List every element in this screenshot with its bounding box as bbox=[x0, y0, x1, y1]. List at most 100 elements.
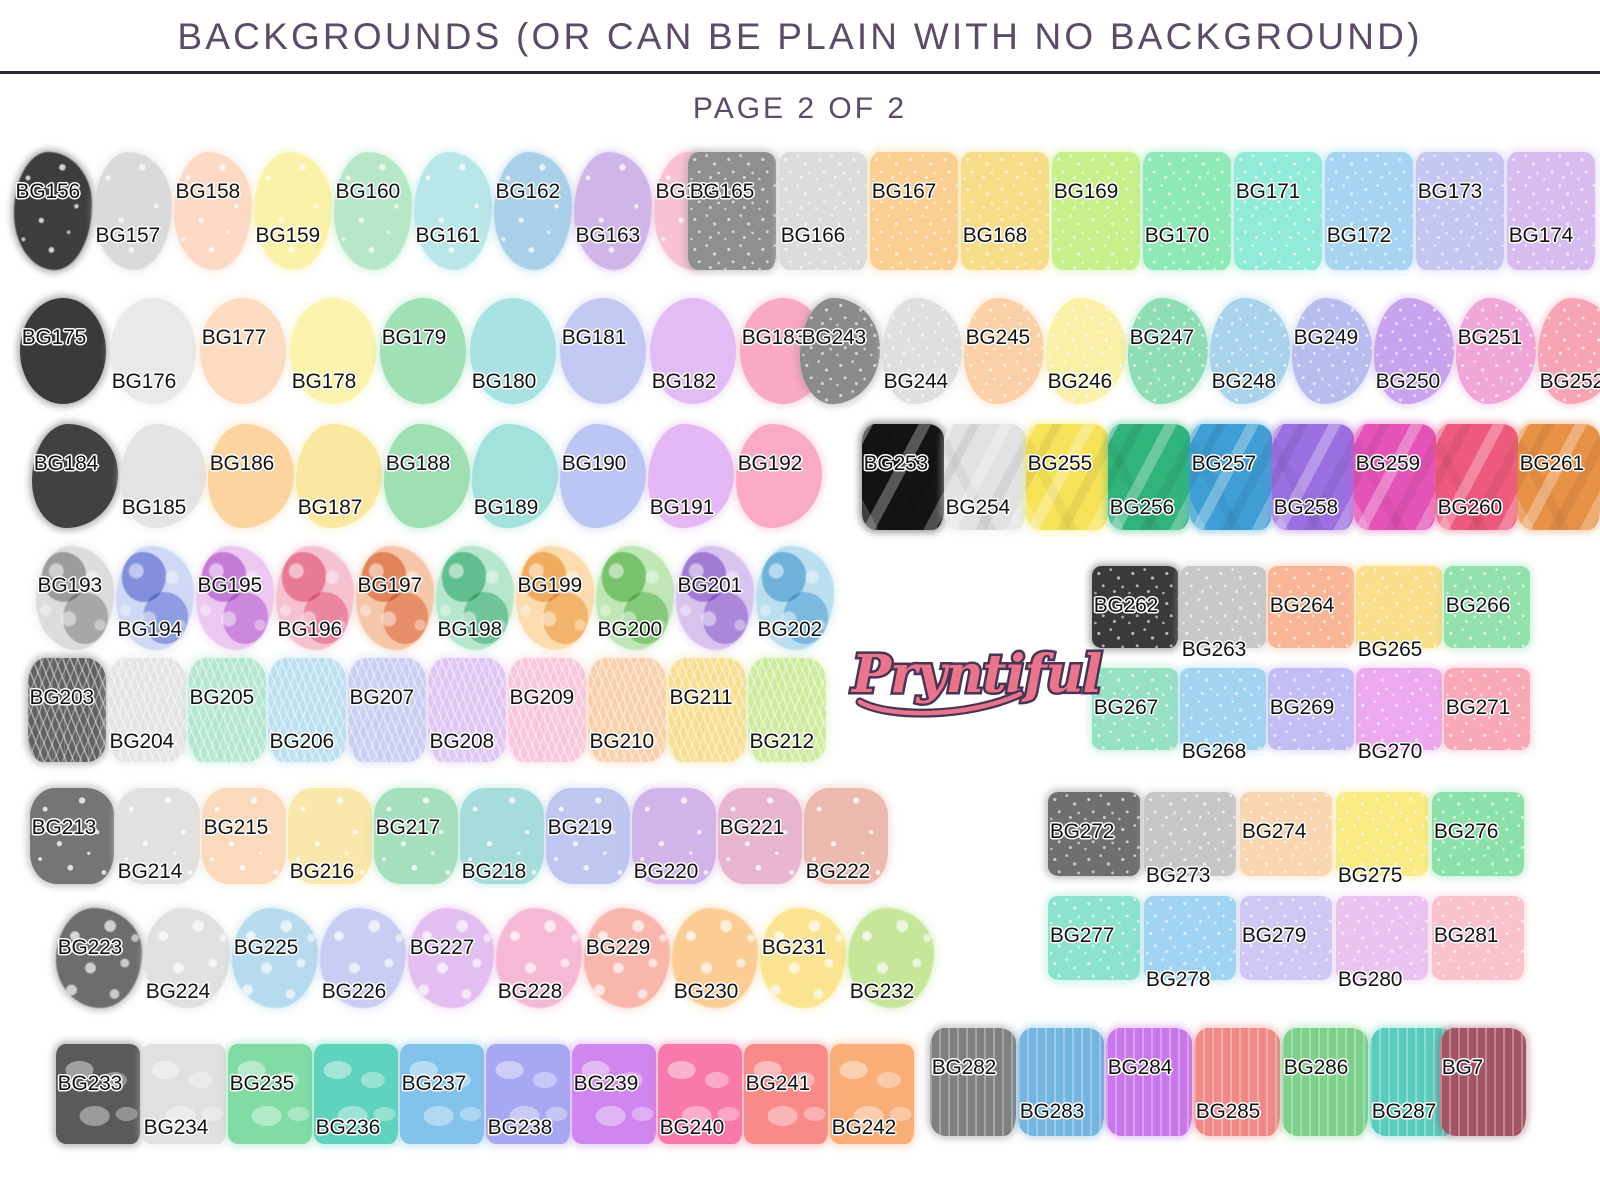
swatch-bg267[interactable]: BG267 bbox=[1092, 668, 1178, 750]
swatch-bg175[interactable]: BG175 bbox=[20, 298, 106, 404]
swatch-bg251[interactable]: BG251 bbox=[1456, 298, 1536, 404]
swatch-bg184[interactable]: BG184 bbox=[32, 424, 118, 528]
swatch-bg279[interactable]: BG279 bbox=[1240, 896, 1332, 980]
swatch-bg264[interactable]: BG264 bbox=[1268, 566, 1354, 648]
swatch-bg253[interactable]: BG253 bbox=[862, 424, 944, 530]
swatch-bg268[interactable]: BG268 bbox=[1180, 668, 1266, 763]
swatch-bg266[interactable]: BG266 bbox=[1444, 566, 1530, 648]
swatch-bg255[interactable]: BG255 bbox=[1026, 424, 1108, 530]
swatch-bg271[interactable]: BG271 bbox=[1444, 668, 1530, 750]
swatch-bg199[interactable]: BG199 bbox=[516, 546, 594, 650]
swatch-bg162[interactable]: BG162 bbox=[494, 152, 572, 270]
swatch-bg244[interactable]: BG244 bbox=[882, 298, 962, 404]
swatch-bg194[interactable]: BG194 bbox=[116, 546, 194, 650]
swatch-bg243[interactable]: BG243 bbox=[800, 298, 880, 404]
swatch-bg248[interactable]: BG248 bbox=[1210, 298, 1290, 404]
swatch-bg208[interactable]: BG208 bbox=[428, 658, 506, 762]
swatch-bg202[interactable]: BG202 bbox=[756, 546, 834, 650]
swatch-bg160[interactable]: BG160 bbox=[334, 152, 412, 270]
swatch-bg285[interactable]: BG285 bbox=[1194, 1028, 1280, 1136]
swatch-bg280[interactable]: BG280 bbox=[1336, 896, 1428, 991]
swatch-bg201[interactable]: BG201 bbox=[676, 546, 754, 650]
swatch-bg231[interactable]: BG231 bbox=[760, 908, 846, 1008]
swatch-bg276[interactable]: BG276 bbox=[1432, 792, 1524, 876]
swatch-bg211[interactable]: BG211 bbox=[668, 658, 746, 762]
swatch-bg225[interactable]: BG225 bbox=[232, 908, 318, 1008]
swatch-bg282[interactable]: BG282 bbox=[930, 1028, 1016, 1136]
swatch-bg176[interactable]: BG176 bbox=[110, 298, 196, 404]
swatch-bg193[interactable]: BG193 bbox=[36, 546, 114, 650]
swatch-bg159[interactable]: BG159 bbox=[254, 152, 332, 270]
swatch-bg226[interactable]: BG226 bbox=[320, 908, 406, 1008]
swatch-bg192[interactable]: BG192 bbox=[736, 424, 822, 528]
swatch-bg222[interactable]: BG222 bbox=[804, 788, 888, 884]
swatch-bg219[interactable]: BG219 bbox=[546, 788, 630, 884]
swatch-bg210[interactable]: BG210 bbox=[588, 658, 666, 762]
swatch-bg238[interactable]: BG238 bbox=[486, 1044, 570, 1144]
swatch-bg247[interactable]: BG247 bbox=[1128, 298, 1208, 404]
swatch-bg168[interactable]: BG168 bbox=[961, 152, 1049, 270]
swatch-bg195[interactable]: BG195 bbox=[196, 546, 274, 650]
swatch-bg275[interactable]: BG275 bbox=[1336, 792, 1428, 887]
swatch-bg236[interactable]: BG236 bbox=[314, 1044, 398, 1144]
swatch-bg234[interactable]: BG234 bbox=[142, 1044, 226, 1144]
swatch-bg187[interactable]: BG187 bbox=[296, 424, 382, 528]
swatch-bg172[interactable]: BG172 bbox=[1325, 152, 1413, 270]
swatch-bg169[interactable]: BG169 bbox=[1052, 152, 1140, 270]
swatch-bg212[interactable]: BG212 bbox=[748, 658, 826, 762]
swatch-bg177[interactable]: BG177 bbox=[200, 298, 286, 404]
swatch-bg278[interactable]: BG278 bbox=[1144, 896, 1236, 991]
swatch-bg188[interactable]: BG188 bbox=[384, 424, 470, 528]
swatch-bg254[interactable]: BG254 bbox=[944, 424, 1026, 530]
swatch-bg252[interactable]: BG252 bbox=[1538, 298, 1600, 404]
swatch-bg281[interactable]: BG281 bbox=[1432, 896, 1524, 980]
swatch-bg191[interactable]: BG191 bbox=[648, 424, 734, 528]
swatch-bg256[interactable]: BG256 bbox=[1108, 424, 1190, 530]
swatch-bg198[interactable]: BG198 bbox=[436, 546, 514, 650]
swatch-bg218[interactable]: BG218 bbox=[460, 788, 544, 884]
swatch-bg161[interactable]: BG161 bbox=[414, 152, 492, 270]
swatch-bg245[interactable]: BG245 bbox=[964, 298, 1044, 404]
swatch-bg203[interactable]: BG203 bbox=[28, 658, 106, 762]
swatch-bg174[interactable]: BG174 bbox=[1507, 152, 1595, 270]
swatch-bg265[interactable]: BG265 bbox=[1356, 566, 1442, 661]
swatch-bg171[interactable]: BG171 bbox=[1234, 152, 1322, 270]
swatch-bg189[interactable]: BG189 bbox=[472, 424, 558, 528]
swatch-bg156[interactable]: BG156 bbox=[14, 152, 92, 270]
swatch-bg158[interactable]: BG158 bbox=[174, 152, 252, 270]
swatch-bg229[interactable]: BG229 bbox=[584, 908, 670, 1008]
swatch-bg204[interactable]: BG204 bbox=[108, 658, 186, 762]
swatch-bg269[interactable]: BG269 bbox=[1268, 668, 1354, 750]
swatch-bg262[interactable]: BG262 bbox=[1092, 566, 1178, 648]
swatch-bg166[interactable]: BG166 bbox=[779, 152, 867, 270]
swatch-bg257[interactable]: BG257 bbox=[1190, 424, 1272, 530]
swatch-bg205[interactable]: BG205 bbox=[188, 658, 266, 762]
swatch-bg241[interactable]: BG241 bbox=[744, 1044, 828, 1144]
swatch-bg228[interactable]: BG228 bbox=[496, 908, 582, 1008]
swatch-bg182[interactable]: BG182 bbox=[650, 298, 736, 404]
swatch-bg249[interactable]: BG249 bbox=[1292, 298, 1372, 404]
swatch-bg215[interactable]: BG215 bbox=[202, 788, 286, 884]
swatch-bg242[interactable]: BG242 bbox=[830, 1044, 914, 1144]
swatch-bg284[interactable]: BG284 bbox=[1106, 1028, 1192, 1136]
swatch-bg233[interactable]: BG233 bbox=[56, 1044, 140, 1144]
swatch-bg230[interactable]: BG230 bbox=[672, 908, 758, 1008]
swatch-bg246[interactable]: BG246 bbox=[1046, 298, 1126, 404]
swatch-bg258[interactable]: BG258 bbox=[1272, 424, 1354, 530]
swatch-bg259[interactable]: BG259 bbox=[1354, 424, 1436, 530]
swatch-bg209[interactable]: BG209 bbox=[508, 658, 586, 762]
swatch-bg213[interactable]: BG213 bbox=[30, 788, 114, 884]
swatch-bg274[interactable]: BG274 bbox=[1240, 792, 1332, 876]
swatch-bg283[interactable]: BG283 bbox=[1018, 1028, 1104, 1136]
swatch-bg239[interactable]: BG239 bbox=[572, 1044, 656, 1144]
swatch-bg214[interactable]: BG214 bbox=[116, 788, 200, 884]
swatch-bg165[interactable]: BG165 bbox=[688, 152, 776, 270]
swatch-bg220[interactable]: BG220 bbox=[632, 788, 716, 884]
swatch-bg157[interactable]: BG157 bbox=[94, 152, 172, 270]
swatch-bg224[interactable]: BG224 bbox=[144, 908, 230, 1008]
swatch-bg260[interactable]: BG260 bbox=[1436, 424, 1518, 530]
swatch-bg206[interactable]: BG206 bbox=[268, 658, 346, 762]
swatch-bg190[interactable]: BG190 bbox=[560, 424, 646, 528]
swatch-bg232[interactable]: BG232 bbox=[848, 908, 934, 1008]
swatch-bg277[interactable]: BG277 bbox=[1048, 896, 1140, 980]
